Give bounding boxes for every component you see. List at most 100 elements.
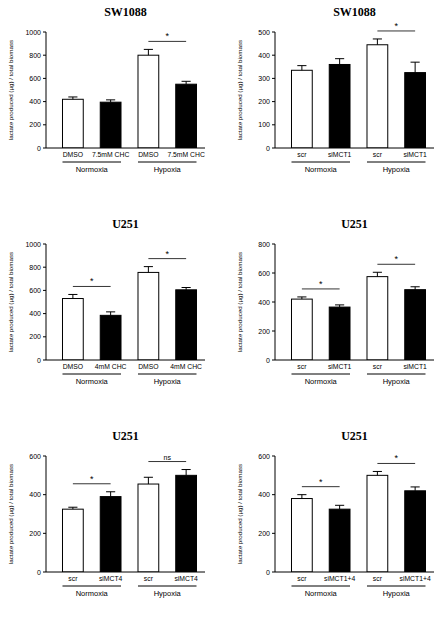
bar <box>405 491 426 572</box>
y-tick-label: 100 <box>258 121 270 128</box>
bar <box>176 290 197 360</box>
significance-label: * <box>394 21 398 31</box>
category-label: scr <box>68 575 78 582</box>
group-label: Hypoxia <box>383 165 411 174</box>
y-tick-label: 400 <box>258 299 270 306</box>
y-tick-label: 0 <box>37 145 41 152</box>
chart-title: U251 <box>341 429 368 443</box>
group-line <box>291 586 350 587</box>
bar <box>405 73 426 148</box>
error-bar <box>144 477 153 484</box>
bar <box>367 475 388 572</box>
y-axis <box>275 244 276 360</box>
bar <box>62 99 83 148</box>
y-axis-label: lactate produced (µg) / total biomass <box>236 464 243 564</box>
category-label: DMSO <box>138 363 158 370</box>
bar <box>291 299 312 360</box>
group-line <box>367 162 426 163</box>
group-line <box>138 586 197 587</box>
marks <box>62 267 196 360</box>
y-tick-label: 800 <box>258 241 270 248</box>
error-bar <box>68 507 77 509</box>
group-label: Hypoxia <box>154 165 182 174</box>
chart-title: SW1088 <box>333 5 376 19</box>
y-tick-label: 300 <box>258 75 270 82</box>
category-label: siMCT4 <box>174 575 198 582</box>
significance-label: * <box>319 279 323 289</box>
error-bar <box>182 288 191 290</box>
category-label: 7.5mM CHC <box>167 151 204 158</box>
group-label: Normoxia <box>76 589 109 598</box>
category-label: DMSO <box>138 151 158 158</box>
figure: SW1088 lactate produced (µg) / total biom… <box>0 0 438 624</box>
y-tick-label: 0 <box>266 145 270 152</box>
panel: U251 lactate produced (µg) / total biomas… <box>7 217 205 386</box>
y-tick-label: 600 <box>29 453 41 460</box>
x-axis <box>46 572 205 573</box>
y-tick-label: 600 <box>29 75 41 82</box>
y-axis-label: lactate produced (µg) / total biomass <box>7 252 14 352</box>
y-tick-label: 1000 <box>25 241 41 248</box>
y-tick-label: 200 <box>258 98 270 105</box>
y-axis <box>275 456 276 572</box>
significance-label: * <box>165 249 169 259</box>
bar <box>367 277 388 360</box>
error-bar <box>68 97 77 99</box>
bar <box>100 497 121 572</box>
y-tick-label: 800 <box>29 52 41 59</box>
group-label: Normoxia <box>76 165 109 174</box>
group-line <box>138 374 197 375</box>
significance-label: * <box>394 254 398 264</box>
error-bar <box>411 487 420 491</box>
category-label: scr <box>373 151 383 158</box>
error-bar <box>411 287 420 290</box>
group-label: Normoxia <box>305 165 338 174</box>
group-line <box>367 586 426 587</box>
category-label: scr <box>297 363 307 370</box>
y-tick-label: 0 <box>37 357 41 364</box>
y-tick-label: 0 <box>266 357 270 364</box>
error-bar <box>144 267 153 273</box>
bar <box>176 475 197 572</box>
category-label: siMCT1 <box>328 151 352 158</box>
error-bar <box>182 81 191 84</box>
category-label: siMCT1+4 <box>324 575 355 582</box>
error-bar <box>144 49 153 55</box>
bar <box>62 299 83 360</box>
error-bar <box>297 297 306 299</box>
chart-title: U251 <box>112 429 139 443</box>
y-tick-label: 400 <box>29 491 41 498</box>
group-label: Normoxia <box>76 377 109 386</box>
category-label: siMCT1 <box>403 151 427 158</box>
panel: U251lactate produced (µg) / total biomas… <box>236 217 434 386</box>
panel: U251 lactate produced (µg) / total biomas… <box>236 429 434 598</box>
error-bar <box>297 495 306 499</box>
bar <box>367 45 388 148</box>
y-axis <box>46 244 47 360</box>
y-tick-label: 0 <box>37 569 41 576</box>
group-line <box>291 374 350 375</box>
bar <box>405 290 426 360</box>
y-tick-label: 500 <box>258 29 270 36</box>
significance-label: * <box>90 474 94 484</box>
error-bar <box>335 59 344 65</box>
y-tick-label: 200 <box>29 530 41 537</box>
bar <box>291 499 312 572</box>
error-bar <box>335 305 344 307</box>
category-label: DMSO <box>63 151 83 158</box>
category-label: scr <box>297 151 307 158</box>
group-label: Hypoxia <box>154 589 182 598</box>
group-label: Normoxia <box>305 377 338 386</box>
y-tick-label: 200 <box>29 333 41 340</box>
y-axis <box>46 32 47 148</box>
category-label: siMCT1 <box>328 363 352 370</box>
y-axis-label: lactate produced (µg) / total biomass <box>7 40 14 140</box>
bar <box>138 55 159 148</box>
significance-label: ns <box>164 454 172 461</box>
significance-label: * <box>394 453 398 463</box>
chart-title: U251 <box>112 217 139 231</box>
error-bar <box>373 39 382 45</box>
y-tick-label: 600 <box>258 453 270 460</box>
category-label: 4mM CHC <box>95 363 127 370</box>
bar <box>138 484 159 572</box>
